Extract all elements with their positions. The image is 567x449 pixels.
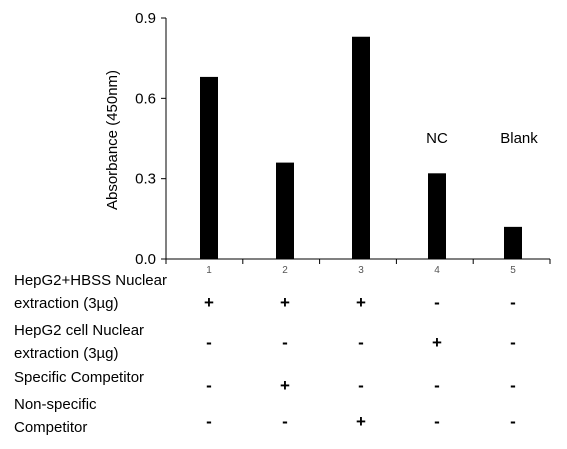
plus-sign: + (280, 293, 290, 312)
minus-sign: - (358, 376, 364, 395)
category-label-4: 4 (434, 265, 440, 276)
y-tick-label: 0.6 (135, 90, 156, 107)
minus-sign: - (206, 333, 212, 352)
y-tick-label: 0.9 (135, 10, 156, 27)
plus-sign: + (432, 333, 442, 352)
minus-sign: - (358, 333, 364, 352)
category-labels-group: 1 2 3 4 5 (206, 265, 516, 276)
category-label-1: 1 (206, 265, 212, 276)
bar-4 (428, 173, 446, 259)
bars-group (200, 36, 522, 260)
bar-3 (352, 36, 370, 259)
condition-label-line: Non-specific (14, 396, 97, 413)
axes-group (165, 18, 551, 264)
minus-sign: - (206, 376, 212, 395)
bar-5 (504, 226, 522, 259)
minus-sign: - (510, 412, 516, 431)
annotations-group: NC Blank (426, 130, 538, 147)
annotation-blank: Blank (500, 130, 538, 147)
condition-label: HepG2 cell Nuclear extraction (3µg) (14, 319, 144, 365)
bar-2 (276, 162, 294, 259)
condition-label: Non-specific Competitor (14, 393, 97, 439)
minus-sign: - (282, 333, 288, 352)
y-axis-label: Absorbance (450nm) (104, 70, 121, 210)
plus-sign: + (280, 376, 290, 395)
plus-sign: + (204, 293, 214, 312)
plus-sign: + (356, 412, 366, 431)
minus-sign: - (434, 293, 440, 312)
category-label-2: 2 (282, 265, 288, 276)
condition-label-line: HepG2 cell Nuclear (14, 322, 145, 339)
condition-label-line: Competitor (14, 419, 88, 436)
bar-1 (200, 76, 218, 260)
y-tick-label: 0.0 (135, 251, 156, 268)
minus-sign: - (434, 412, 440, 431)
minus-sign: - (434, 376, 440, 395)
condition-label-line: extraction (3µg) (14, 345, 119, 362)
annotation-nc: NC (426, 130, 448, 147)
minus-sign: - (510, 293, 516, 312)
minus-sign: - (510, 333, 516, 352)
minus-sign: - (510, 376, 516, 395)
plus-sign: + (356, 293, 366, 312)
category-label-3: 3 (358, 265, 364, 276)
condition-label-line: extraction (3µg) (14, 295, 119, 312)
category-label-5: 5 (510, 265, 516, 276)
y-tick-label: 0.3 (135, 171, 156, 188)
y-ticks-group: 0.0 0.3 0.6 0.9 (135, 10, 166, 268)
condition-label: Specific Competitor (14, 366, 144, 389)
minus-sign: - (282, 412, 288, 431)
condition-label-line: Specific Competitor (14, 369, 145, 386)
condition-label-line: HepG2+HBSS Nuclear (14, 272, 167, 289)
condition-label: HepG2+HBSS Nuclear extraction (3µg) (14, 269, 167, 315)
minus-sign: - (206, 412, 212, 431)
